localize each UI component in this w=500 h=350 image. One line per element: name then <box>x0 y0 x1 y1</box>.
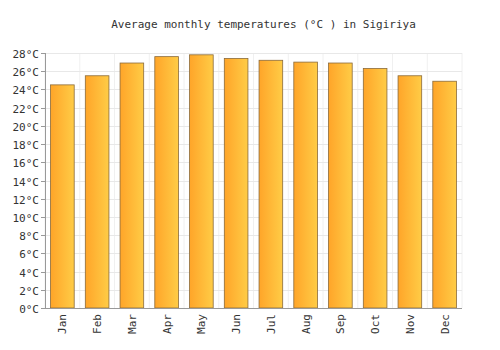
y-tick-label: 4°C <box>19 267 39 280</box>
x-tick-label: Aug <box>300 314 313 334</box>
y-tick <box>41 108 45 109</box>
vertical-grid-line <box>323 53 324 308</box>
y-tick <box>41 272 45 273</box>
y-tick-label: 12°C <box>13 194 40 207</box>
vertical-grid-line <box>288 53 289 308</box>
y-tick-label: 20°C <box>13 121 40 134</box>
y-tick <box>41 199 45 200</box>
bar <box>85 76 109 308</box>
y-tick-label: 26°C <box>13 66 40 79</box>
y-tick-label: 16°C <box>13 157 40 170</box>
y-tick-label: 2°C <box>19 285 39 298</box>
bar <box>329 63 353 308</box>
bar <box>259 60 283 308</box>
y-tick-label: 24°C <box>13 84 40 97</box>
y-tick <box>41 181 45 182</box>
x-tick-label: Feb <box>91 314 104 334</box>
grid-line <box>45 308 462 309</box>
y-tick-label: 8°C <box>19 230 39 243</box>
y-tick <box>41 144 45 145</box>
x-tick-label: Oct <box>369 314 382 334</box>
x-axis <box>45 308 462 309</box>
bar <box>433 81 457 308</box>
grid-line <box>45 53 462 54</box>
x-tick-label: Jul <box>265 314 278 334</box>
bar <box>155 57 179 308</box>
vertical-grid-line <box>184 53 185 308</box>
bar <box>224 58 248 308</box>
vertical-grid-line <box>114 53 115 308</box>
y-axis <box>45 53 46 308</box>
x-tick-label: Apr <box>161 314 174 334</box>
bar <box>120 63 144 308</box>
vertical-grid-line <box>218 53 219 308</box>
grid-line <box>45 71 462 72</box>
y-tick-label: 28°C <box>13 48 40 61</box>
x-tick-label: Mar <box>126 314 139 334</box>
vertical-grid-line <box>392 53 393 308</box>
y-tick <box>41 217 45 218</box>
y-tick-label: 6°C <box>19 248 39 261</box>
title: Average monthly temperatures (°C ) in Si… <box>111 18 416 31</box>
chart-svg: Average monthly temperatures (°C ) in Si… <box>0 0 500 350</box>
vertical-grid-line <box>357 53 358 308</box>
y-tick-label: 18°C <box>13 139 40 152</box>
y-tick <box>41 89 45 90</box>
y-tick <box>41 253 45 254</box>
vertical-grid-line <box>79 53 80 308</box>
x-tick-label: Jun <box>230 314 243 334</box>
y-tick <box>41 308 45 309</box>
x-tick-label: Nov <box>404 314 417 334</box>
x-tick-label: May <box>195 314 208 334</box>
bar <box>51 85 75 308</box>
x-tick-label: Sep <box>334 314 347 334</box>
bar <box>363 68 387 308</box>
vertical-grid-line <box>462 53 463 308</box>
x-tick-label: Jan <box>56 314 69 334</box>
y-tick <box>41 71 45 72</box>
y-tick <box>41 290 45 291</box>
y-tick-label: 0°C <box>19 303 39 316</box>
vertical-grid-line <box>149 53 150 308</box>
y-tick-label: 10°C <box>13 212 40 225</box>
y-tick-label: 14°C <box>13 176 40 189</box>
y-tick <box>41 53 45 54</box>
y-tick-label: 22°C <box>13 103 40 116</box>
x-tick-label: Dec <box>439 314 452 334</box>
vertical-grid-line <box>45 53 46 308</box>
chart-container: Average monthly temperatures (°C ) in Si… <box>0 0 500 350</box>
bar <box>190 55 214 308</box>
vertical-grid-line <box>253 53 254 308</box>
bar <box>398 76 422 308</box>
bar <box>294 62 318 308</box>
y-tick <box>41 162 45 163</box>
y-tick <box>41 126 45 127</box>
bars <box>51 55 457 308</box>
y-tick <box>41 235 45 236</box>
vertical-grid-line <box>427 53 428 308</box>
